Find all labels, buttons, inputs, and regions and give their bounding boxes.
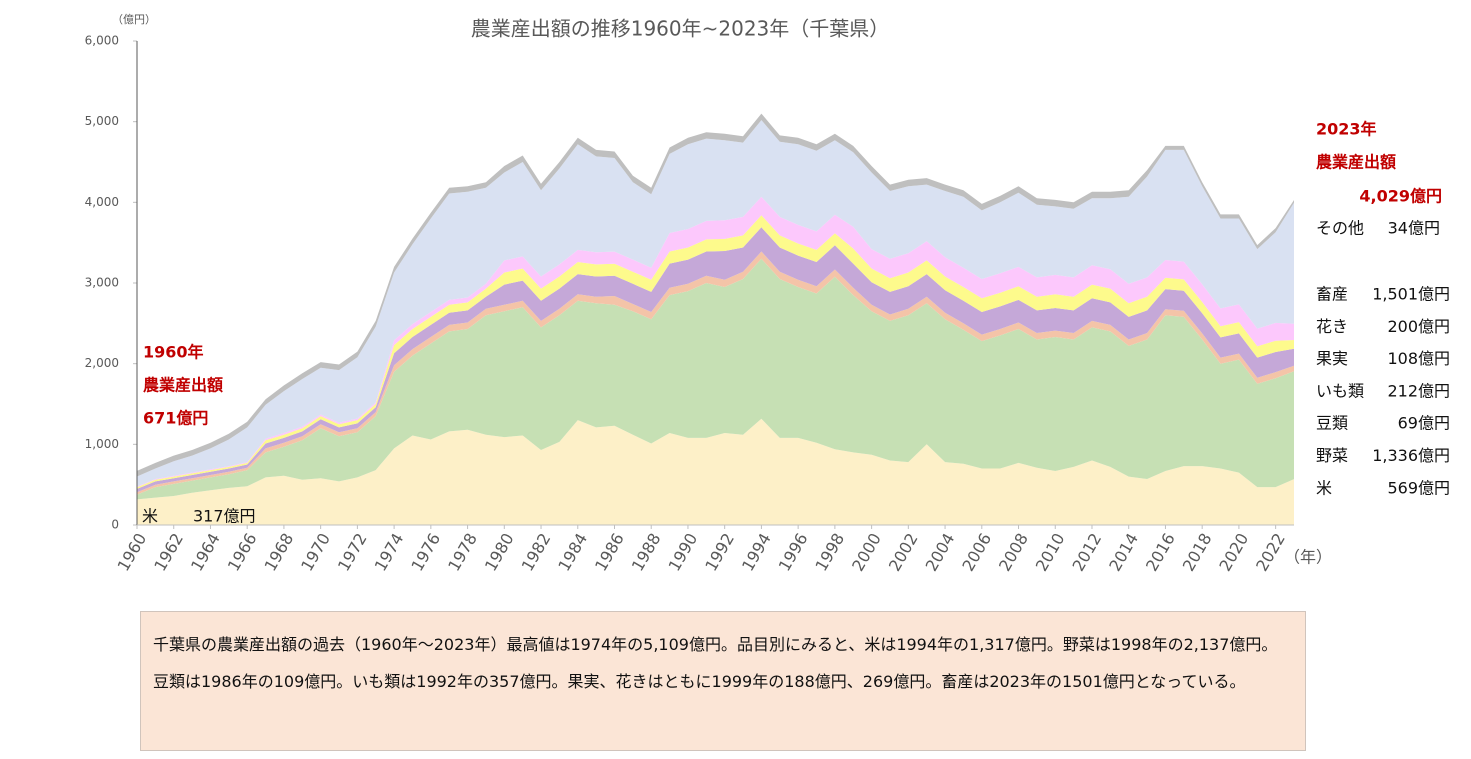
area (137, 418, 1294, 525)
x-tick-label: 1970 (297, 530, 334, 575)
chart: 農業産出額の推移1960年~2023年（千葉県） （億円） （年） 0 1,000… (85, 13, 1450, 575)
x-tick-label: 1966 (224, 530, 261, 575)
x-tick-label: 2012 (1069, 530, 1106, 575)
y-tick-label: 4,000 (85, 195, 119, 209)
legend-value: 569億円 (1387, 478, 1450, 497)
y-tick-label: 1,000 (85, 437, 119, 451)
x-tick-label: 2006 (958, 530, 995, 575)
legend-value: 200億円 (1387, 317, 1450, 336)
x-tick-label: 1996 (775, 530, 812, 575)
x-tick-label: 1978 (444, 530, 481, 575)
end-annotation: 農業産出額 (1316, 153, 1396, 172)
x-tick-label: 2020 (1215, 530, 1252, 575)
legend-value: 108億円 (1387, 349, 1450, 368)
legend-name: いも類 (1316, 381, 1364, 400)
area (137, 120, 1294, 487)
description: 千葉県の農業産出額の過去（1960年～2023年）最高値は1974年の5,109… (140, 611, 1306, 751)
x-tick-label: 2018 (1179, 530, 1216, 575)
y-tick-label: 2,000 (85, 356, 119, 370)
x-tick-label: 1982 (518, 530, 555, 575)
legend-name: 果実 (1316, 349, 1348, 368)
x-tick-label: 1974 (371, 530, 408, 575)
y-tick-label: 0 (111, 518, 119, 532)
x-tick-label: 2000 (848, 530, 885, 575)
legend-value: 1,501億円 (1372, 285, 1450, 304)
end-annotation: 2023年 (1316, 120, 1377, 139)
legend-value: 34億円 (1388, 219, 1440, 238)
legend-name: 畜産 (1316, 285, 1348, 304)
x-tick-label: 2014 (1105, 530, 1142, 575)
start-annotation: 1960年 (143, 343, 204, 362)
x-tick-label: 1984 (554, 530, 591, 575)
series-name: 米 (142, 507, 158, 526)
end-annotation: 4,029億円 (1359, 187, 1442, 206)
area (137, 258, 1294, 500)
x-tick-label: 1962 (150, 530, 187, 575)
y-unit: （億円） (112, 13, 156, 26)
legend-value: 1,336億円 (1372, 446, 1450, 465)
legend-value: 212億円 (1387, 381, 1450, 400)
legend-name: 米 (1316, 478, 1332, 497)
x-tick-label: 1990 (664, 530, 701, 575)
y-tick-label: 5,000 (85, 114, 119, 128)
x-tick-label: 2016 (1142, 530, 1179, 575)
x-tick-label: 1960 (114, 530, 151, 575)
chart-title: 農業産出額の推移1960年~2023年（千葉県） (471, 17, 890, 41)
x-tick-label: 1972 (334, 530, 371, 575)
x-tick-label: 1994 (738, 530, 775, 575)
x-tick-label: 2004 (922, 530, 959, 575)
x-tick-label: 1980 (481, 530, 518, 575)
x-tick-label: 1964 (187, 530, 224, 575)
area (137, 113, 1294, 477)
x-tick-label: 2002 (885, 530, 922, 575)
start-annotation: 671億円 (143, 409, 208, 428)
start-label: 317億円 (193, 507, 256, 526)
x-tick-label: 2010 (1032, 530, 1069, 575)
x-tick-label: 1988 (628, 530, 665, 575)
start-annotation: 農業産出額 (143, 376, 223, 395)
legend-name: 花き (1316, 317, 1348, 336)
x-tick-label: 1986 (591, 530, 628, 575)
y-tick-label: 6,000 (85, 34, 119, 48)
legend-name: 豆類 (1316, 414, 1348, 433)
x-tick-label: 1976 (407, 530, 444, 575)
y-tick-label: 3,000 (85, 276, 119, 290)
legend-name: 野菜 (1316, 446, 1348, 465)
x-tick-label: 1998 (811, 530, 848, 575)
x-tick-label: 2008 (995, 530, 1032, 575)
x-unit: （年） (1284, 548, 1332, 567)
x-tick-label: 1968 (260, 530, 297, 575)
legend-name: その他 (1316, 219, 1364, 238)
x-tick-label: 1992 (701, 530, 738, 575)
legend-value: 69億円 (1398, 414, 1450, 433)
